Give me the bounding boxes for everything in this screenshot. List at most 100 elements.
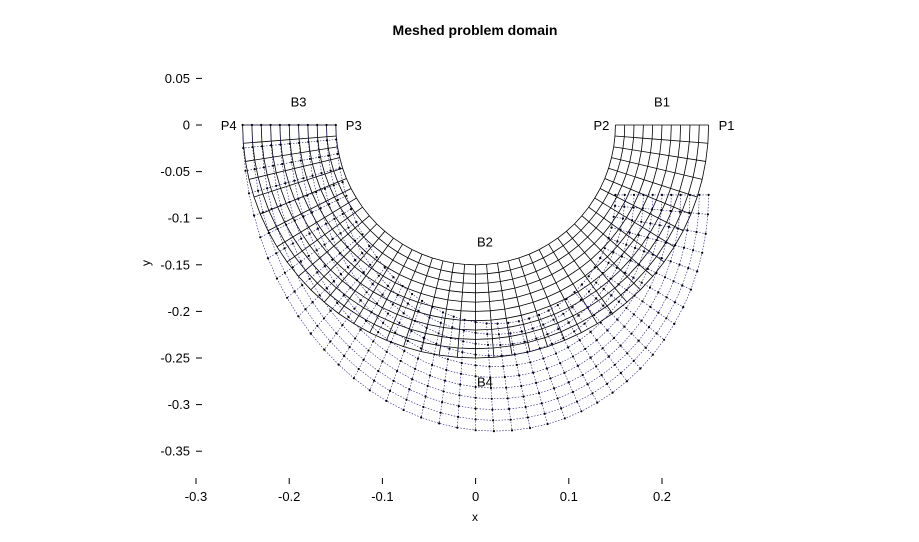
deformed-node-point: [665, 317, 668, 320]
deformed-node-point: [288, 201, 291, 204]
deformed-node-point: [502, 365, 505, 368]
deformed-node-point: [632, 206, 635, 209]
deformed-node-point: [537, 392, 541, 395]
deformed-node-point: [377, 369, 380, 373]
deformed-node-point: [269, 123, 272, 127]
deformed-node-point: [616, 240, 619, 243]
deformed-node-point: [543, 412, 546, 415]
mesh-radial-line: [456, 264, 466, 358]
deformed-node-point: [489, 386, 493, 390]
deformed-node-point: [302, 215, 305, 218]
deformed-node-point: [293, 179, 296, 182]
deformed-node-point: [474, 375, 477, 378]
deformed-node-point: [422, 336, 425, 340]
deformed-node-point: [496, 322, 499, 325]
deformed-node-point: [510, 429, 514, 432]
x-tick-label: -0.2: [278, 489, 300, 504]
deformed-node-point: [606, 382, 609, 385]
deformed-node-point: [688, 211, 691, 214]
deformed-node-point: [664, 241, 668, 244]
mesh-radial-line: [298, 215, 370, 277]
deformed-node-point: [385, 399, 388, 402]
deformed-node-point: [322, 317, 326, 320]
deformed-node-point: [640, 319, 643, 322]
deformed-node-point: [392, 276, 395, 279]
deformed-node-point: [365, 291, 368, 294]
deformed-node-point: [310, 211, 314, 214]
deformed-node-point: [571, 390, 575, 394]
deformed-node-point: [621, 217, 625, 220]
deformed-node-point: [463, 318, 466, 321]
deformed-node-point: [503, 375, 506, 379]
deformed-node-point: [610, 294, 613, 297]
deformed-node-point: [577, 314, 580, 317]
deformed-node-point: [642, 250, 646, 253]
deformed-node-point: [398, 321, 401, 324]
deformed-node-point: [579, 298, 583, 301]
deformed-node-point: [511, 342, 514, 345]
deformed-node-point: [439, 411, 442, 414]
deformed-node-point: [595, 339, 598, 342]
deformed-node-point: [342, 294, 345, 297]
deformed-node-point: [524, 405, 527, 409]
deformed-node-point: [375, 256, 378, 259]
annotation-label: B2: [477, 235, 493, 250]
deformed-node-point: [288, 142, 291, 145]
deformed-node-point: [646, 267, 649, 270]
deformed-node-point: [528, 426, 532, 430]
deformed-node-point: [546, 333, 549, 336]
deformed-node-point: [474, 418, 477, 421]
deformed-node-point: [377, 274, 380, 277]
deformed-node-point: [424, 395, 427, 398]
deformed-node-point: [302, 177, 305, 180]
deformed-node-point: [320, 172, 323, 175]
deformed-node-point: [306, 194, 309, 197]
deformed-node-point: [347, 315, 350, 318]
deformed-node-point: [315, 191, 318, 194]
deformed-node-point: [286, 296, 289, 299]
deformed-node-point: [567, 346, 570, 349]
deformed-node-point: [323, 187, 326, 190]
deformed-arc-line: [260, 124, 691, 410]
deformed-node-point: [335, 138, 338, 141]
deformed-node-point: [586, 383, 589, 386]
deformed-node-point: [359, 299, 362, 302]
deformed-node-point: [606, 329, 609, 332]
deformed-node-point: [304, 308, 307, 311]
deformed-node-point: [275, 184, 278, 187]
deformed-node-point: [660, 193, 664, 196]
mesh-radial-line: [267, 188, 352, 232]
deformed-node-point: [364, 319, 368, 322]
deformed-radial-line: [574, 291, 641, 369]
deformed-node-point: [291, 242, 294, 245]
deformed-node-point: [573, 291, 576, 294]
deformed-node-point: [677, 227, 680, 230]
deformed-node-point: [298, 141, 301, 144]
annotation-label: P2: [593, 118, 609, 133]
deformed-node-point: [437, 332, 440, 335]
deformed-node-point: [270, 207, 273, 210]
deformed-node-point: [617, 283, 620, 286]
deformed-node-point: [542, 357, 545, 360]
deformed-node-point: [581, 373, 584, 377]
deformed-node-point: [396, 294, 399, 297]
deformed-node-point: [452, 315, 455, 318]
deformed-node-point: [593, 313, 596, 317]
deformed-node-point: [426, 384, 429, 388]
mesh-radial-line: [323, 231, 386, 303]
deformed-node-point: [542, 323, 545, 326]
x-tick-label: 0.1: [560, 489, 578, 504]
mesh-radial-line: [613, 146, 706, 162]
deformed-node-point: [646, 236, 649, 239]
deformed-node-point: [370, 311, 373, 314]
deformed-node-point: [253, 168, 256, 171]
deformed-node-point: [507, 321, 510, 324]
deformed-node-point: [307, 254, 310, 257]
deformed-mesh: [241, 123, 710, 433]
deformed-node-point: [490, 397, 493, 400]
deformed-node-point: [578, 339, 581, 342]
deformed-radial-line: [369, 293, 413, 391]
deformed-node-point: [474, 353, 477, 356]
deformed-node-point: [617, 300, 621, 303]
deformed-node-point: [368, 389, 371, 392]
